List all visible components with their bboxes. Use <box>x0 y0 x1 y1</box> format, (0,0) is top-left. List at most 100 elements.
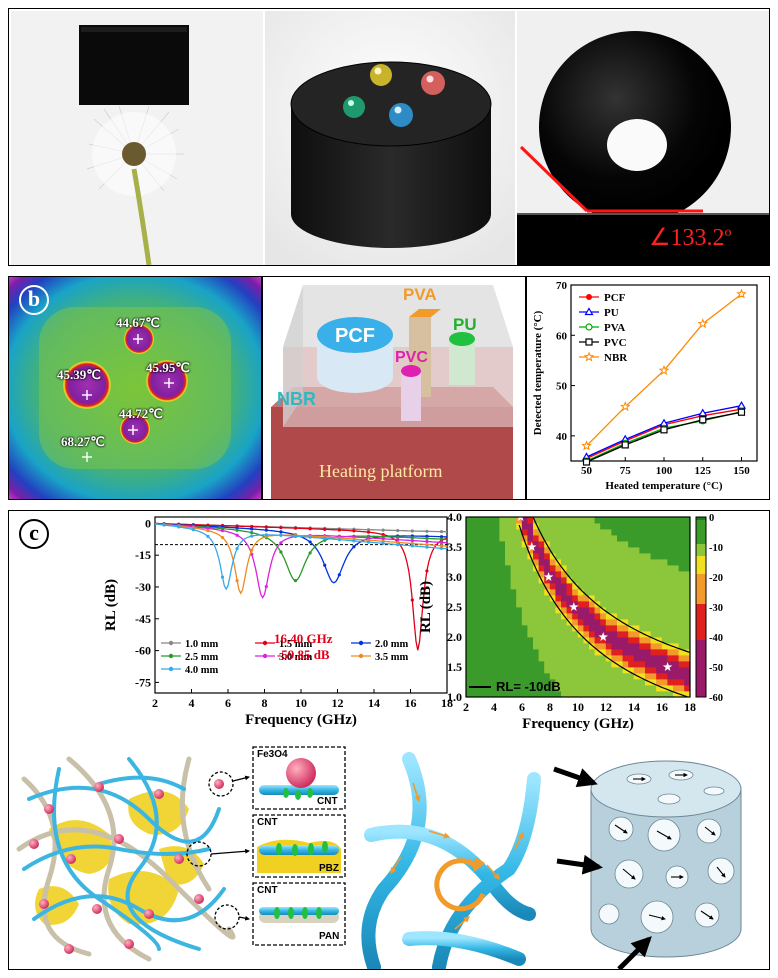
rl-point <box>352 529 356 533</box>
heatmap-cell <box>633 588 640 596</box>
heatmap-cell <box>605 648 612 656</box>
rl-point <box>366 540 371 544</box>
heatmap-cell <box>645 666 652 674</box>
series-pvc: PVC <box>579 337 746 466</box>
heatmap-cell <box>488 594 495 602</box>
heatmap-cell <box>583 558 590 566</box>
heatmap-cell <box>650 672 657 680</box>
heatmap-cell <box>505 654 512 662</box>
heatmap-cell <box>527 600 534 608</box>
heatmap-cell <box>611 522 618 530</box>
heatmap-cell <box>678 588 685 596</box>
heatmap-cell <box>628 582 635 590</box>
heatmap-cell <box>516 624 523 632</box>
heatmap-cell <box>589 672 596 680</box>
heatmap-cell <box>572 678 579 686</box>
heatmap-cell <box>628 558 635 566</box>
heatmap-cell <box>471 678 478 686</box>
heatmap-cell <box>583 642 590 650</box>
heatmap-cell <box>477 630 484 638</box>
colorbar-segment <box>696 565 706 569</box>
heatmap-cell <box>583 690 590 698</box>
heatmap-cell <box>684 534 691 542</box>
heatmap-cell <box>493 624 500 632</box>
heatmap-cell <box>656 690 663 698</box>
heatmap-cell <box>678 540 685 548</box>
heatmap-cell <box>617 678 624 686</box>
heatmap-cell <box>611 576 618 584</box>
rl-point <box>162 523 166 527</box>
heatmap-cell <box>645 618 652 626</box>
heatmap-cell <box>538 612 545 620</box>
legend-label: PVA <box>604 322 625 334</box>
heatmap-cell <box>488 528 495 536</box>
heatmap-cell <box>561 606 568 614</box>
heatmap-cell <box>611 570 618 578</box>
heatmap-cell <box>544 570 551 578</box>
heatmap-cell <box>572 594 579 602</box>
heatmap-cell <box>583 648 590 656</box>
heatmap-cell <box>482 648 489 656</box>
rl-point <box>264 533 268 537</box>
heatmap-cell <box>521 618 528 626</box>
rl-point <box>206 534 210 539</box>
rl-point <box>250 531 254 535</box>
heatmap-cell <box>533 654 540 662</box>
heatmap-cell <box>516 612 523 620</box>
heatmap-cell <box>589 612 596 620</box>
heatmap-cell <box>639 540 646 548</box>
heatmap-cell <box>678 636 685 644</box>
heatmap-cell <box>505 618 512 626</box>
heatmap-cell <box>527 642 534 650</box>
heatmap-cell <box>499 678 506 686</box>
data-point <box>620 401 631 412</box>
heatmap-cell <box>561 624 568 632</box>
heatmap-cell <box>538 672 545 680</box>
heatmap-cell <box>639 576 646 584</box>
heatmap-cell <box>594 594 601 602</box>
heatmap-cell <box>572 684 579 692</box>
heatmap-cell <box>622 594 629 602</box>
heatmap-cell <box>617 540 624 548</box>
heatmap-cell <box>572 666 579 674</box>
heatmap-cell <box>594 642 601 650</box>
heatmap-cell <box>533 618 540 626</box>
rl-point <box>293 526 298 530</box>
heatmap-cell <box>650 606 657 614</box>
heatmap-cell <box>617 564 624 572</box>
heatmap-cell <box>583 540 590 548</box>
heatmap-cell <box>566 528 573 536</box>
heatmap-cell <box>639 582 646 590</box>
heatmap-cell <box>594 600 601 608</box>
x-tick-label: 18 <box>441 696 453 710</box>
heatmap-cell <box>622 684 629 692</box>
heatmap-cell <box>572 624 579 632</box>
colorbar-segment <box>696 652 706 656</box>
heatmap-cell <box>667 558 674 566</box>
legend-marker <box>262 640 268 646</box>
heatmap-cell <box>488 522 495 530</box>
heatmap-cell <box>645 582 652 590</box>
heatmap-cell <box>561 594 568 602</box>
heatmap-cell <box>622 660 629 668</box>
heatmap-cell <box>477 582 484 590</box>
heatmap-cell <box>505 684 512 692</box>
rl-point <box>279 550 283 554</box>
heatmap-cell <box>617 642 624 650</box>
heatmap-cell <box>673 588 680 596</box>
rl-point <box>396 528 400 533</box>
rl-point <box>323 563 327 567</box>
colorbar-segment <box>696 529 706 533</box>
heatmap-cell <box>538 516 545 524</box>
heatmap-cell <box>678 660 685 668</box>
x-axis-label: Frequency (GHz) <box>522 716 634 732</box>
heatmap-cell <box>594 678 601 686</box>
heatmap-cell <box>477 606 484 614</box>
heatmap-cell <box>605 660 612 668</box>
heatmap-cell <box>471 540 478 548</box>
heatmap-cell <box>594 660 601 668</box>
heatmap-cell <box>527 606 534 614</box>
rl-point <box>439 530 444 534</box>
colorbar-segment <box>696 694 706 698</box>
heatmap-cell <box>471 570 478 578</box>
